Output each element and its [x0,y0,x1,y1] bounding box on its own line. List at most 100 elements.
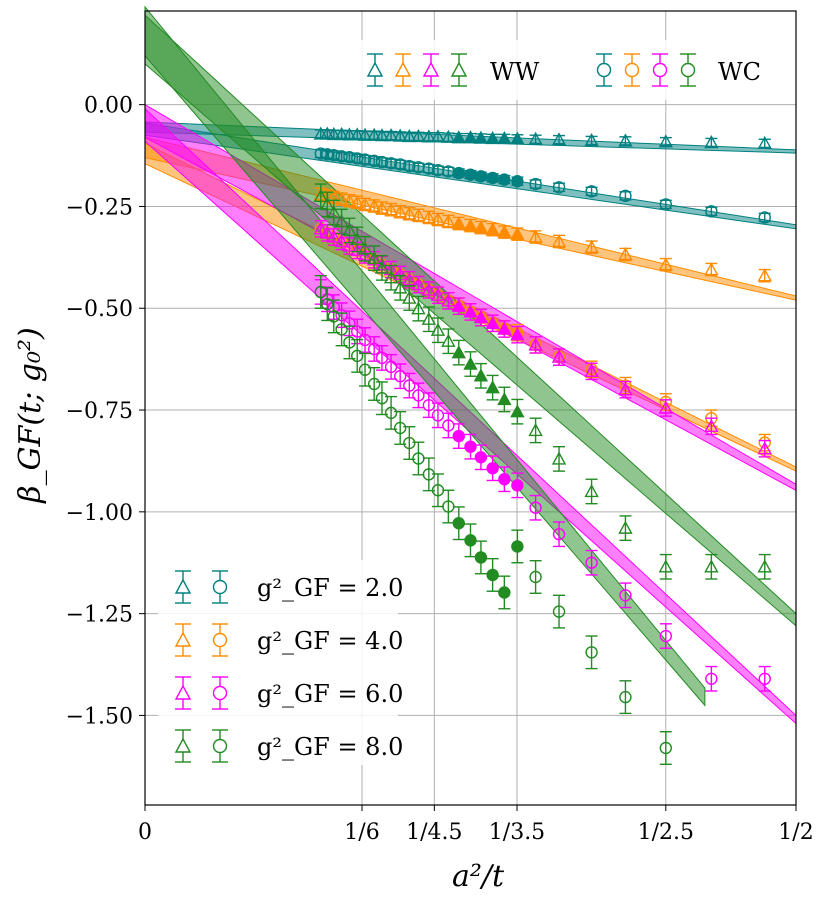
data-point [343,336,356,349]
data-point [321,148,334,161]
data-point [431,409,445,422]
data-point [585,646,598,659]
x-tick-label: 1/3.5 [489,820,545,845]
data-point [485,222,500,236]
data-point [374,128,390,142]
data-point [486,568,499,582]
data-point [358,363,372,376]
data-point [314,147,327,160]
data-point [327,148,340,162]
legend-circle [596,62,612,78]
data-point [452,429,465,443]
data-point [529,570,542,584]
data-point [451,216,466,230]
legend-entry-label: g²_GF = 6.0 [257,680,403,708]
data-point [320,196,335,211]
data-point [758,672,771,685]
data-point [758,211,771,224]
data-point [451,298,466,312]
data-point [510,226,525,240]
data-point [393,280,408,294]
data-point [402,272,417,286]
data-point [618,133,633,147]
data-point [463,218,478,232]
data-point [393,421,407,435]
data-point [342,223,357,237]
data-point [430,129,446,143]
plot-frame [144,10,797,806]
legend-entry-label: g²_GF = 8.0 [257,733,403,761]
series-g2-2-0-wc [314,147,771,224]
data-point [528,229,543,243]
data-point [463,356,478,370]
data-point [402,206,417,220]
y-tick-label: −1.25 [66,603,133,628]
data-point [451,130,466,144]
data-point [511,540,524,553]
data-point [452,166,465,180]
x-tick-label: 1/4.5 [406,820,462,845]
data-point [326,205,341,219]
data-point [403,159,416,173]
data-point [528,131,543,145]
data-point [551,132,567,146]
data-point [375,351,389,365]
data-point [383,270,399,284]
series-g2-8-0-ww [313,183,772,580]
data-point [473,310,489,324]
data-point [442,419,455,432]
data-point [430,287,446,301]
data-point [334,126,349,141]
data-point [704,559,719,573]
data-point [474,451,488,464]
data-point [498,173,511,186]
data-point [343,150,356,164]
data-point [619,589,632,602]
data-point [618,520,633,534]
series-g2-6-0-ww [313,219,772,458]
data-point [451,345,466,359]
data-point [441,293,456,307]
data-points-layer [313,126,772,765]
legend-triangle [366,61,384,77]
data-point [659,198,672,211]
series-g2-6-0-wc [314,279,771,692]
data-point [350,194,365,209]
data-point [342,238,357,252]
data-point [528,337,543,351]
data-point [511,479,524,492]
data-point [704,262,719,276]
legend-bottom: g²_GF = 2.0 g²_GF = 4.0 g²_GF = 6.0 g²_GF =… [158,560,403,765]
data-point [584,239,599,253]
data-point [366,127,382,141]
data-point [486,171,499,185]
data-point [473,130,489,144]
data-point [585,556,598,569]
data-point [421,282,437,296]
data-point [704,135,719,149]
data-point [658,257,673,271]
data-point [658,400,673,414]
legend-wc-label: WC [718,58,761,86]
data-point [510,327,525,341]
x-tick-label: 1/2.5 [638,820,694,845]
data-point [757,135,772,150]
x-tick-label: 0 [138,820,152,845]
data-point [497,224,512,238]
data-point [473,368,489,382]
data-point [659,741,672,755]
data-point [421,129,437,143]
x-tick-label: 1/6 [344,820,379,845]
data-point [384,406,398,420]
data-point [374,260,390,274]
data-point [358,153,372,166]
data-point [552,528,566,541]
legend-triangle [174,737,192,753]
data-point [320,225,335,239]
data-point [757,268,772,282]
data-point [335,150,348,163]
data-point [326,229,341,243]
data-point [351,349,364,363]
y-tick-label: 0.00 [84,94,133,119]
